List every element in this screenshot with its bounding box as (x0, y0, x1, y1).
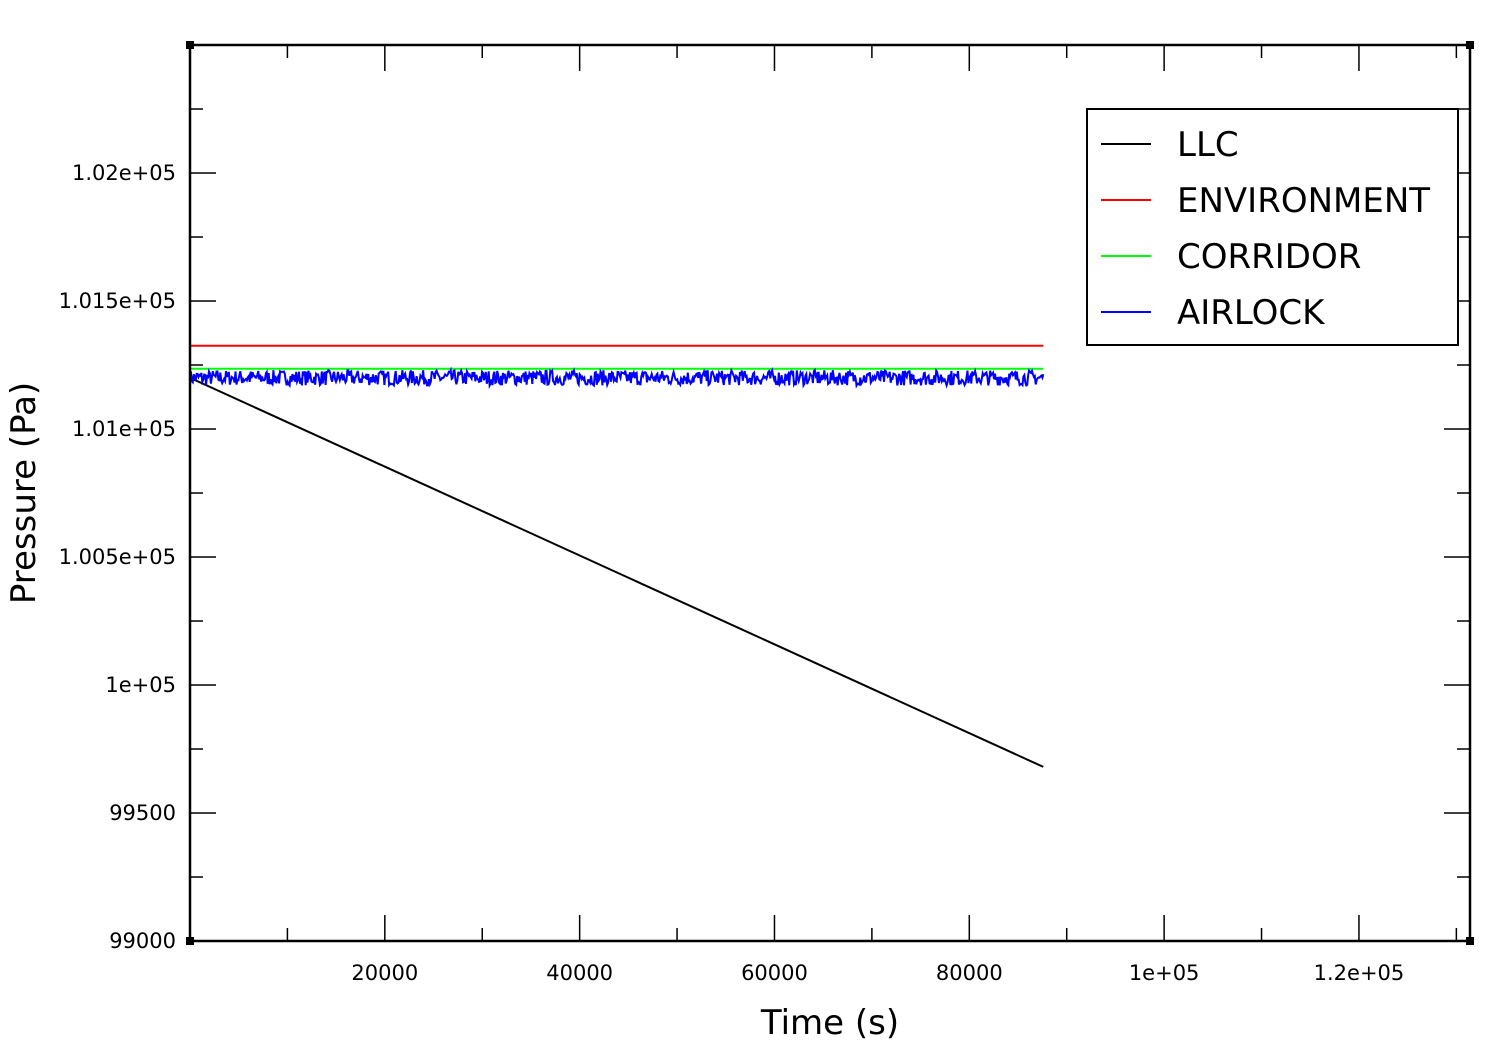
frame-corner-br (1466, 937, 1474, 945)
legend-label-airlock: AIRLOCK (1177, 293, 1326, 333)
plot-frame (188, 43, 1472, 943)
frame-corner-bl (186, 937, 194, 945)
y-tick-label: 1.015e+05 (59, 289, 176, 313)
legend: LLC ENVIRONMENT CORRIDOR AIRLOCK (1086, 108, 1459, 346)
tick-labels: 20000 40000 60000 80000 1e+05 1.2e+05 99000 995… (59, 161, 1405, 985)
series-line-airlock (189, 366, 1045, 390)
legend-label-llc: LLC (1177, 125, 1239, 165)
y-tick-label: 1.005e+05 (59, 545, 176, 569)
y-tick-label: 1e+05 (105, 673, 176, 697)
y-axis-title: Pressure (Pa) (4, 382, 44, 604)
legend-label-corridor: CORRIDOR (1177, 237, 1361, 277)
y-tick-label: 99000 (109, 929, 176, 953)
x-axis-title: Time (s) (760, 1003, 899, 1043)
x-tick-label: 20000 (351, 961, 418, 985)
frame-corner-tr (1466, 41, 1474, 49)
y-tick-label: 99500 (109, 801, 176, 825)
y-tick-label: 1.01e+05 (72, 417, 176, 441)
frame-corner-tl (186, 41, 194, 49)
x-tick-label: 40000 (546, 961, 613, 985)
series-layer (189, 344, 1045, 768)
ticks-layer (190, 45, 1470, 941)
x-tick-label: 1.2e+05 (1314, 961, 1405, 985)
y-tick-label: 1.02e+05 (72, 161, 176, 185)
legend-label-environment: ENVIRONMENT (1177, 181, 1430, 221)
x-tick-label: 60000 (741, 961, 808, 985)
legend-box (1086, 108, 1459, 346)
x-tick-label: 1e+05 (1129, 961, 1200, 985)
x-tick-label: 80000 (936, 961, 1003, 985)
series-line-llc (189, 376, 1044, 768)
